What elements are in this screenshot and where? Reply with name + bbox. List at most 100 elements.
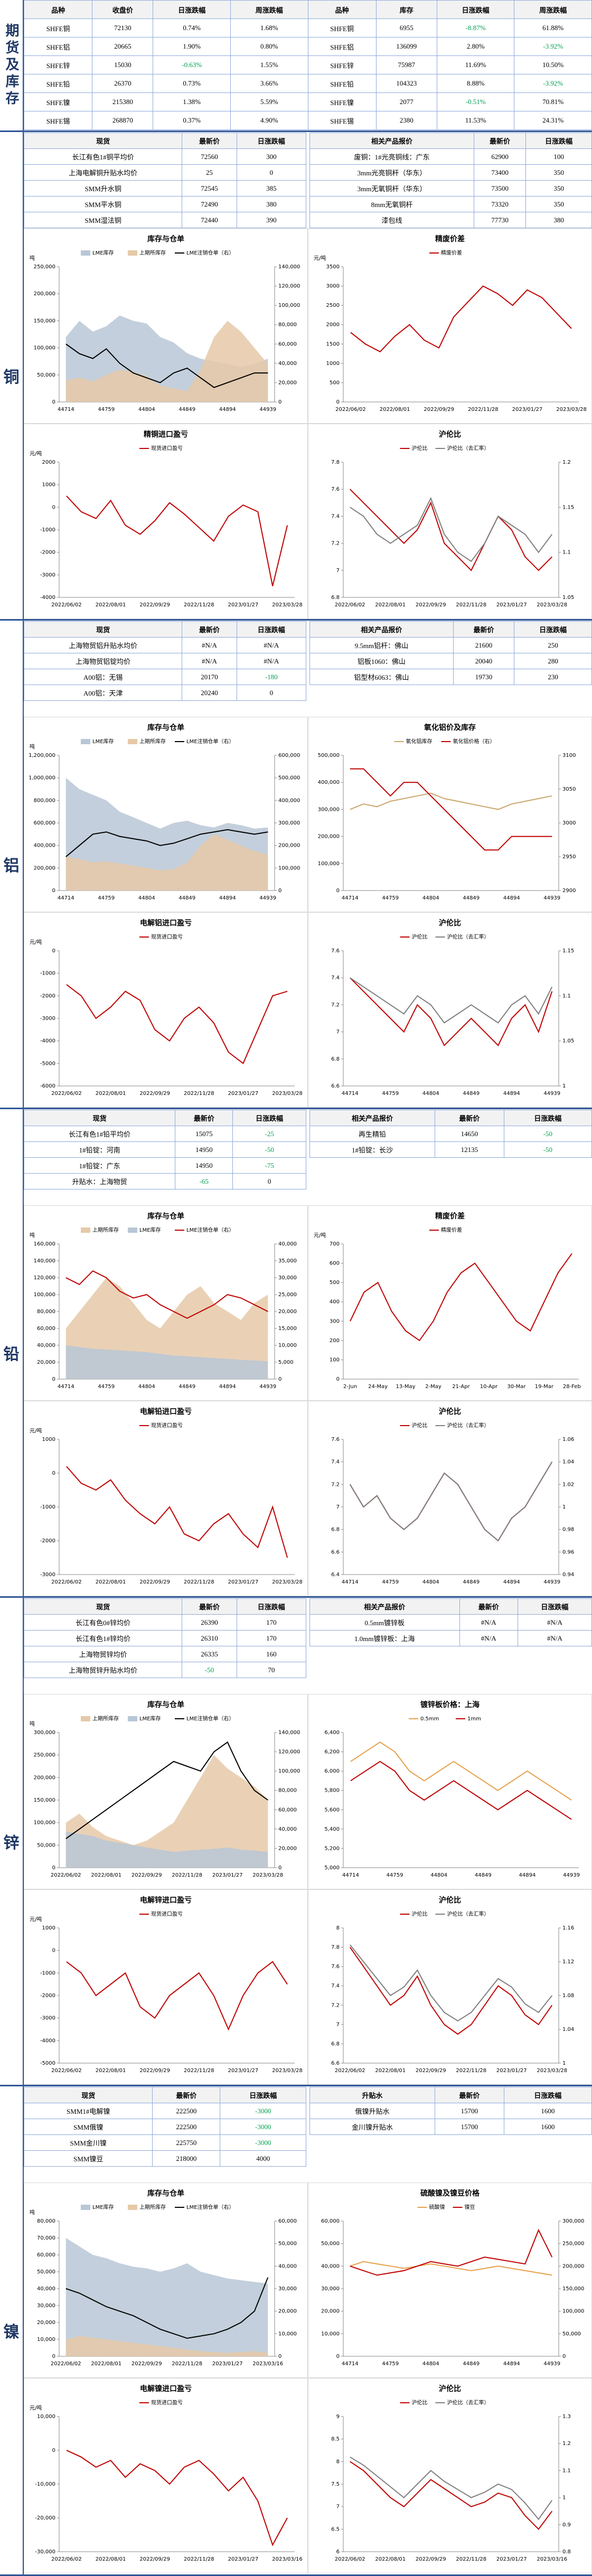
y-tick-label: 6.6 [331, 1549, 340, 1555]
cell: -50 [182, 1662, 237, 1678]
y-tick-label: 0.8 [562, 2549, 571, 2555]
x-tick-label: 44804 [430, 1872, 447, 1878]
y-tick-label: 100,000 [34, 345, 55, 351]
y-tick-label: 6,200 [324, 1749, 340, 1755]
legend-swatch [81, 2205, 90, 2210]
column-header: 日涨跌幅 [503, 1110, 592, 1126]
cell: 104323 [375, 74, 437, 93]
x-tick-label: 2022/08/01 [375, 602, 406, 608]
cell: SHFE锡 [307, 111, 377, 130]
chart-panel: 沪伦比 沪伦比 沪伦比（去汇率） 6.4 6.6 6.8 7 7.2 7.4 7.6 0.94 0.9… [308, 1401, 592, 1596]
x-tick-label: 2023/03/16 [252, 2361, 283, 2367]
line [350, 768, 552, 851]
cell: 26390 [182, 1614, 237, 1631]
cell: 170 [236, 1630, 307, 1646]
x-tick-label: 44849 [178, 407, 195, 413]
row: SMM金川镍 225750 -3000 [23, 2134, 306, 2151]
x-tick-label: 44759 [387, 1872, 403, 1878]
cell: -50 [503, 1126, 592, 1142]
x-tick-label: 44849 [178, 895, 195, 901]
legend-label: 上期所库存 [139, 2204, 166, 2210]
x-tick-label: 2023/01/27 [228, 2556, 259, 2562]
cell: 长江有色1#铅平均价 [23, 1126, 176, 1142]
cell: 上海物贸锌升贴水均价 [23, 1662, 183, 1678]
chart-grid: 库存与仓单吨 LME库存 上期所库存 LME注销仓单（右） 0 200,000 400,00… [24, 717, 592, 1108]
cell: 4.90% [230, 111, 308, 130]
y-tick-label: 80,000 [37, 2218, 55, 2224]
y-tick-label: 1.1 [562, 550, 571, 556]
row: 长江有色1#铜平均价 72560 300 [23, 148, 307, 165]
legend-label: 氧化铝库存 [406, 738, 433, 745]
column-header: 日涨跌幅 [514, 621, 592, 638]
x-tick-label: 44894 [219, 407, 236, 413]
y-tick-label: 1 [562, 2060, 566, 2066]
row: SMM俄镍 222500 -3000 [23, 2119, 306, 2135]
y-axis-label: 吨 [30, 2209, 35, 2216]
y-tick-label: 1.08 [562, 1993, 574, 1999]
x-tick-label: 2022/11/28 [468, 407, 499, 413]
y-tick-label: 300,000 [562, 2218, 584, 2224]
y-tick-label: 60,000 [278, 2218, 297, 2224]
y-tick-label: 0 [278, 888, 281, 894]
cell: 11.53% [436, 111, 515, 130]
y-tick-label: 200,000 [34, 291, 55, 297]
y-tick-label: 6.6 [331, 2060, 340, 2066]
chart-title: 电解铅进口盈亏 [140, 1407, 192, 1416]
x-tick-label: 44894 [219, 1384, 236, 1390]
cell: -0.51% [436, 92, 515, 111]
cell: -3000 [220, 2119, 306, 2135]
row: SHFE镍 215380 1.38% 5.59% SHFE镍 2077 -0.51% 70.8… [23, 92, 592, 111]
x-tick-label: 44759 [98, 895, 115, 901]
y-tick-label: 6,000 [324, 1768, 340, 1774]
y-tick-label: 500,000 [278, 775, 300, 781]
cell: 2.80% [436, 37, 515, 56]
chart-title: 电解铝进口盈亏 [140, 919, 192, 928]
cell: 230 [514, 669, 592, 685]
x-tick-label: 44714 [58, 1384, 74, 1390]
x-tick-label: 2023/01/27 [496, 602, 527, 608]
x-tick-label: 44804 [422, 895, 439, 901]
x-tick-label: 2022/06/02 [51, 1872, 81, 1878]
chart: 镀锌板价格：上海 0.5mm 1mm 5,000 5,200 5,400 5,600 5,80… [324, 1700, 580, 1878]
y-tick-label: 0 [52, 2354, 55, 2359]
cell: 380 [236, 196, 307, 212]
cell: SHFE铝 [307, 37, 377, 56]
y-tick-label: 500 [330, 1280, 340, 1286]
y-tick-label: 10,000 [37, 2337, 55, 2343]
price-table: 现货 最新价 日涨跌幅 SMM1#电解镍 222500 -3000 SMM俄镍 222500-… [23, 2087, 306, 2167]
cell: 20240 [182, 685, 237, 701]
metal-section: 铅现货 最新价 日涨跌幅 长江有色1#铅平均价 15075 -25 1#铅锭：河南 14950… [0, 1109, 592, 1598]
y-tick-label: 1.05 [562, 595, 574, 601]
cell: 再生精铅 [309, 1126, 436, 1142]
cell: SHFE镍 [307, 92, 377, 111]
chart-panel: 电解镍进口盈亏 元/吨 现货进口盈亏 -30,000 -20,000 -10,000 0 10… [24, 2378, 308, 2573]
legend-swatch [81, 1228, 90, 1233]
y-tick-label: 500 [330, 380, 340, 386]
chart-panel: 精废价差 元/吨 精废价差 0 500 1000 1500 2000 2500 3000 3500 2… [308, 228, 592, 424]
y-tick-label: 6.8 [331, 1527, 340, 1533]
related-panel: 相关产品报价 最新价 日涨跌幅 再生精铅 14650 -50 1#铅锭：长沙 12135 -50 [309, 1110, 592, 1205]
cell: SMM镍豆 [23, 2150, 153, 2167]
y-tick-label: 80,000 [278, 322, 297, 328]
y-tick-label: 1 [562, 1504, 566, 1510]
row: 铝型材6063：佛山 19730 230 [309, 669, 592, 685]
y-tick-label: -3000 [40, 2016, 55, 2021]
y-tick-label: 1.04 [562, 1459, 574, 1465]
x-tick-label: 44804 [422, 2361, 439, 2367]
row: SMM升水铜 72545 385 [23, 180, 307, 196]
cell: 金川镍升贴水 [309, 2119, 436, 2135]
legend-label: 沪伦比 [412, 933, 428, 940]
line [350, 2456, 553, 2521]
legend-label: 现货进口盈亏 [151, 1422, 183, 1429]
legend-swatch [128, 739, 137, 744]
x-tick-label: 44714 [58, 407, 74, 413]
x-tick-label: 2022/11/28 [184, 1579, 214, 1585]
cell: 70 [236, 1662, 307, 1678]
table-title: 相关产品报价 [309, 1110, 436, 1126]
line [66, 495, 288, 586]
y-tick-label: 1500 [326, 341, 340, 347]
row: 废铜：1#光亮铜线：广东 62900 100 [309, 148, 592, 165]
